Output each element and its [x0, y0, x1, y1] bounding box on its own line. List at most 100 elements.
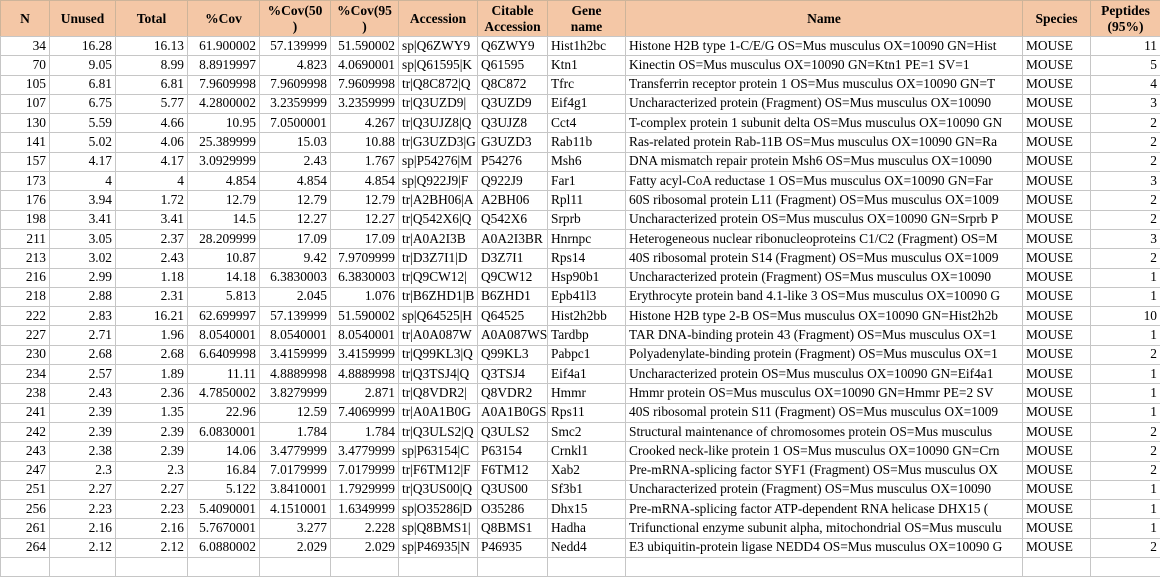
cell-n[interactable]: 34 [0, 35, 50, 57]
cell-cov95[interactable]: 1.767 [330, 151, 399, 173]
cell-total[interactable]: 4.17 [115, 151, 188, 173]
cell-accession[interactable]: tr|A0A087W [398, 325, 478, 346]
column-header-cov95[interactable]: %Cov(95 ) [330, 0, 399, 37]
cell-cov[interactable]: 8.0540001 [187, 325, 260, 346]
cell-peptides-95[interactable]: 1 [1090, 286, 1160, 308]
cell-peptides-95[interactable]: 2 [1090, 537, 1160, 559]
cell-cov95[interactable]: 4.8889998 [330, 364, 399, 385]
cell-n[interactable]: 238 [0, 383, 50, 404]
cell-peptides-95[interactable]: 2 [1090, 248, 1160, 269]
cell-gene-name[interactable]: Dhx15 [547, 499, 626, 520]
cell-n[interactable]: 176 [0, 190, 50, 211]
cell-gene-name[interactable]: Tfrc [547, 74, 626, 95]
cell-accession[interactable]: sp|P46935|N [398, 537, 478, 559]
cell-cov50[interactable]: 57.139999 [259, 306, 331, 327]
cell-cov[interactable]: 10.95 [187, 113, 260, 134]
cell-total[interactable]: 4.66 [115, 113, 188, 134]
cell-n[interactable]: 242 [0, 421, 50, 443]
cell-unused[interactable]: 2.39 [49, 421, 116, 443]
cell-accession[interactable]: tr|F6TM12|F [398, 460, 478, 481]
cell-citable-accession[interactable]: Q3UZD9 [477, 93, 548, 115]
cell-peptides-95[interactable]: 2 [1090, 460, 1160, 481]
cell-citable-accession[interactable]: B6ZHD1 [477, 286, 548, 308]
cell-cov95[interactable]: 51.590002 [330, 306, 399, 327]
cell-species[interactable]: MOUSE [1022, 132, 1091, 153]
cell-n[interactable]: 70 [0, 55, 50, 76]
column-header-unused[interactable]: Unused [49, 0, 116, 37]
cell-peptides-95[interactable]: 2 [1090, 209, 1160, 230]
cell-peptides-95[interactable]: 4 [1090, 74, 1160, 95]
cell-peptides-95[interactable]: 2 [1090, 151, 1160, 173]
cell-peptides-95[interactable]: 1 [1090, 402, 1160, 423]
cell-n[interactable]: 218 [0, 286, 50, 308]
cell-cov50[interactable]: 4.8889998 [259, 364, 331, 385]
cell-name[interactable]: Uncharacterized protein (Fragment) OS=Mu… [625, 93, 1023, 115]
cell-name[interactable]: DNA mismatch repair protein Msh6 OS=Mus … [625, 151, 1023, 173]
cell-gene-name[interactable]: Srprb [547, 209, 626, 230]
cell-peptides-95[interactable]: 2 [1090, 132, 1160, 153]
cell-name[interactable]: Heterogeneous nuclear ribonucleoproteins… [625, 228, 1023, 250]
cell-citable-accession[interactable]: P63154 [477, 441, 548, 462]
cell-citable-accession[interactable]: O35286 [477, 499, 548, 520]
cell-citable-accession[interactable]: Q64525 [477, 306, 548, 327]
cell-species[interactable]: MOUSE [1022, 479, 1091, 501]
cell-cov[interactable]: 14.5 [187, 209, 260, 230]
cell-total[interactable]: 2.3 [115, 460, 188, 481]
cell-peptides-95[interactable]: 1 [1090, 364, 1160, 385]
cell-cov50[interactable]: 4.854 [259, 171, 331, 192]
cell-citable-accession[interactable]: Q61595 [477, 55, 548, 76]
cell-name[interactable]: E3 ubiquitin-protein ligase NEDD4 OS=Mus… [625, 537, 1023, 559]
cell-n[interactable]: 222 [0, 306, 50, 327]
cell-species[interactable]: MOUSE [1022, 364, 1091, 385]
cell-accession[interactable]: tr|A0A1B0G [398, 402, 478, 423]
cell-n[interactable]: 141 [0, 132, 50, 153]
cell-total[interactable]: 2.16 [115, 518, 188, 539]
cell-cov95[interactable]: 12.27 [330, 209, 399, 230]
cell-citable-accession[interactable]: G3UZD3 [477, 132, 548, 153]
cell-cov50[interactable]: 8.0540001 [259, 325, 331, 346]
cell-unused[interactable]: 2.88 [49, 286, 116, 308]
cell-name[interactable]: Hmmr protein OS=Mus musculus OX=10090 GN… [625, 383, 1023, 404]
column-header-cov[interactable]: %Cov [187, 0, 260, 37]
cell-species[interactable]: MOUSE [1022, 518, 1091, 539]
cell-gene-name[interactable]: Pabpc1 [547, 344, 626, 366]
cell-name[interactable]: Transferrin receptor protein 1 OS=Mus mu… [625, 74, 1023, 95]
cell-citable-accession[interactable]: Q8BMS1 [477, 518, 548, 539]
cell-unused[interactable]: 5.59 [49, 113, 116, 134]
cell-cov95[interactable]: 7.4069999 [330, 402, 399, 423]
cell-cov[interactable]: 5.4090001 [187, 499, 260, 520]
cell-name[interactable]: Polyadenylate-binding protein (Fragment)… [625, 344, 1023, 366]
cell-accession[interactable]: tr|A2BH06|A [398, 190, 478, 211]
cell-cov[interactable]: 11.11 [187, 364, 260, 385]
cell-n[interactable]: 198 [0, 209, 50, 230]
empty-cell[interactable] [547, 557, 626, 578]
cell-gene-name[interactable]: Rps11 [547, 402, 626, 423]
empty-cell[interactable] [49, 557, 116, 578]
column-header-total[interactable]: Total [115, 0, 188, 37]
column-header-peptides-95[interactable]: Peptides (95%) [1090, 0, 1160, 37]
cell-citable-accession[interactable]: Q922J9 [477, 171, 548, 192]
cell-gene-name[interactable]: Hnrnpc [547, 228, 626, 250]
cell-gene-name[interactable]: Ktn1 [547, 55, 626, 76]
cell-cov50[interactable]: 7.0179999 [259, 460, 331, 481]
column-header-cov50[interactable]: %Cov(50 ) [259, 0, 331, 37]
cell-peptides-95[interactable]: 5 [1090, 55, 1160, 76]
cell-n[interactable]: 241 [0, 402, 50, 423]
cell-species[interactable]: MOUSE [1022, 248, 1091, 269]
cell-name[interactable]: Pre-mRNA-splicing factor SYF1 (Fragment)… [625, 460, 1023, 481]
cell-cov50[interactable]: 9.42 [259, 248, 331, 269]
cell-cov95[interactable]: 4.854 [330, 171, 399, 192]
cell-gene-name[interactable]: Hist2h2bb [547, 306, 626, 327]
cell-cov[interactable]: 7.9609998 [187, 74, 260, 95]
cell-name[interactable]: Uncharacterized protein OS=Mus musculus … [625, 364, 1023, 385]
cell-species[interactable]: MOUSE [1022, 537, 1091, 559]
cell-unused[interactable]: 2.83 [49, 306, 116, 327]
cell-species[interactable]: MOUSE [1022, 151, 1091, 173]
cell-cov95[interactable]: 2.228 [330, 518, 399, 539]
cell-peptides-95[interactable]: 1 [1090, 383, 1160, 404]
cell-accession[interactable]: tr|B6ZHD1|B [398, 286, 478, 308]
cell-total[interactable]: 2.36 [115, 383, 188, 404]
cell-accession[interactable]: sp|O35286|D [398, 499, 478, 520]
cell-species[interactable]: MOUSE [1022, 267, 1091, 288]
cell-citable-accession[interactable]: Q6ZWY9 [477, 35, 548, 57]
